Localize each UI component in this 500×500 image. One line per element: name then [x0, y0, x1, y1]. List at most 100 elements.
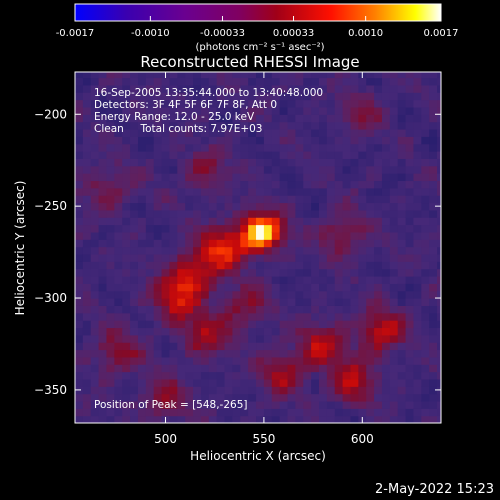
heatmap-cell: [114, 239, 123, 248]
heatmap-cell: [75, 128, 84, 137]
heatmap-cell: [82, 268, 92, 277]
heatmap-cell: [208, 283, 218, 292]
heatmap-cell: [169, 72, 178, 79]
heatmap-cell: [153, 165, 163, 174]
heatmap-cell: [193, 356, 202, 365]
heatmap-cell: [216, 408, 226, 417]
heatmap-cell: [200, 320, 210, 329]
heatmap-cell: [153, 305, 163, 314]
heatmap-cell: [193, 261, 202, 270]
heatmap-cell: [75, 364, 84, 373]
heatmap-cell: [161, 136, 171, 145]
heatmap-cell: [130, 364, 139, 373]
heatmap-cell: [381, 114, 391, 123]
heatmap-cell: [137, 290, 147, 299]
heatmap-cell: [114, 253, 123, 262]
heatmap-cell: [334, 312, 344, 321]
heatmap-cell: [279, 371, 289, 380]
heatmap-cell: [342, 99, 352, 108]
heatmap-cell: [326, 121, 336, 130]
heatmap-cell: [311, 378, 320, 387]
heatmap-cell: [208, 334, 218, 343]
heatmap-cell: [303, 320, 312, 329]
heatmap-cell: [248, 253, 257, 262]
heatmap-cell: [326, 386, 336, 395]
heatmap-cell: [263, 217, 273, 226]
heatmap-cell: [326, 312, 336, 321]
heatmap-cell: [193, 217, 202, 226]
heatmap-cell: [271, 283, 281, 292]
heatmap-cell: [366, 143, 375, 152]
heatmap-cell: [319, 364, 328, 373]
x-tick-label: 600: [351, 432, 374, 446]
heatmap-cell: [271, 151, 281, 159]
heatmap-cell: [137, 72, 147, 79]
heatmap-cell: [405, 415, 415, 423]
heatmap-cell: [437, 320, 441, 329]
heatmap-cell: [334, 158, 344, 167]
heatmap-cell: [90, 77, 100, 86]
heatmap-cell: [185, 400, 194, 409]
heatmap-cell: [216, 312, 226, 321]
heatmap-cell: [224, 305, 234, 314]
heatmap-cell: [381, 77, 391, 86]
heatmap-cell: [405, 72, 415, 79]
heatmap-cell: [153, 77, 163, 86]
heatmap-cell: [263, 173, 273, 182]
heatmap-cell: [319, 386, 328, 395]
heatmap-cell: [114, 349, 123, 358]
heatmap-cell: [200, 253, 210, 262]
heatmap-cell: [145, 290, 155, 299]
heatmap-cell: [287, 99, 296, 108]
heatmap-cell: [358, 151, 367, 159]
heatmap-cell: [114, 121, 123, 130]
heatmap-cell: [216, 77, 226, 86]
heatmap-cell: [366, 121, 375, 130]
heatmap-cell: [366, 305, 375, 314]
heatmap-cell: [263, 128, 273, 137]
heatmap-cell: [82, 151, 92, 159]
heatmap-cell: [271, 239, 281, 248]
heatmap-cell: [295, 268, 304, 277]
heatmap-cell: [169, 77, 178, 86]
heatmap-cell: [319, 151, 328, 159]
heatmap-cell: [98, 143, 108, 152]
heatmap-cell: [366, 275, 375, 284]
heatmap-cell: [169, 386, 178, 395]
heatmap-cell: [122, 386, 131, 395]
heatmap-cell: [200, 72, 210, 79]
heatmap-cell: [240, 106, 249, 115]
heatmap-cell: [437, 253, 441, 262]
heatmap-cell: [311, 165, 320, 174]
heatmap-cell: [114, 305, 123, 314]
heatmap-cell: [421, 195, 430, 204]
heatmap-cell: [232, 246, 241, 255]
heatmap-cell: [122, 165, 131, 174]
heatmap-cell: [397, 202, 407, 211]
heatmap-cell: [421, 349, 430, 358]
heatmap-cell: [240, 261, 249, 270]
heatmap-cell: [326, 84, 336, 93]
heatmap-cell: [216, 415, 226, 423]
heatmap-cell: [389, 202, 399, 211]
heatmap-cell: [295, 217, 304, 226]
heatmap-cell: [185, 136, 194, 145]
heatmap-cell: [311, 415, 320, 423]
heatmap-cell: [271, 356, 281, 365]
annotation-time-range: 16-Sep-2005 13:35:44.000 to 13:40:48.000: [94, 87, 323, 99]
heatmap-cell: [405, 364, 415, 373]
heatmap-cell: [185, 275, 194, 284]
heatmap-cell: [271, 408, 281, 417]
heatmap-cell: [248, 72, 257, 79]
heatmap-cell: [75, 320, 84, 329]
heatmap-cell: [185, 173, 194, 182]
heatmap-cell: [145, 371, 155, 380]
heatmap-cell: [437, 290, 441, 299]
heatmap-cell: [374, 195, 383, 204]
heatmap-cell: [232, 349, 241, 358]
heatmap-cell: [161, 386, 171, 395]
heatmap-cell: [287, 364, 296, 373]
heatmap-cell: [263, 224, 273, 233]
heatmap-cell: [334, 408, 344, 417]
heatmap-cell: [319, 378, 328, 387]
